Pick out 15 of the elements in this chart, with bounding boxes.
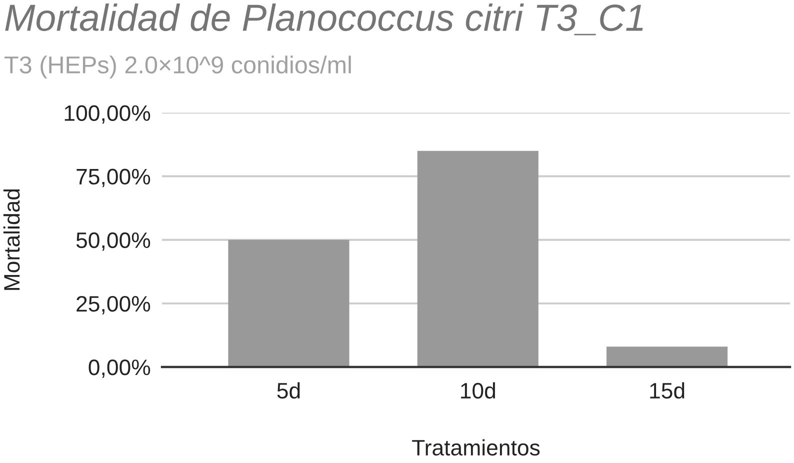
y-axis-title: Mortalidad — [3, 189, 20, 290]
x-tick-label: 15d — [650, 382, 684, 399]
bar — [606, 346, 728, 367]
chart-title: Mortalidad de Planococcus citri T3_C1 — [5, 4, 643, 36]
x-axis-title: Tratamientos — [412, 439, 540, 456]
y-tick-label: 75,00% — [76, 168, 150, 188]
chart-subtitle: T3 (HEPs) 2.0×10^9 conidios/ml — [4, 56, 351, 78]
x-tick-label: 10d — [461, 382, 495, 399]
y-tick-label: 50,00% — [76, 232, 150, 251]
bar — [417, 150, 538, 367]
bar — [228, 240, 350, 367]
y-tick-label: 0,00% — [88, 360, 150, 378]
y-tick-label: 25,00% — [76, 296, 150, 314]
y-tick-label: 100,00% — [64, 105, 150, 124]
x-tick-label: 5d — [277, 382, 300, 399]
